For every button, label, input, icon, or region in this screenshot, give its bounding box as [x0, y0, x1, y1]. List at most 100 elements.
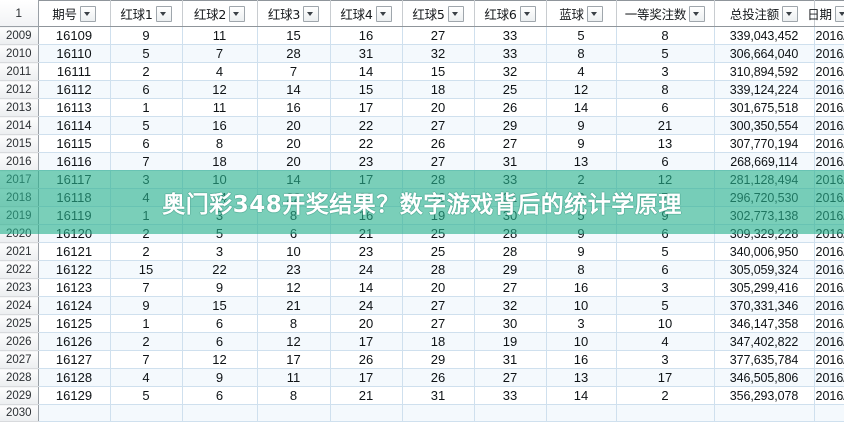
row-header-number[interactable]: 2029 — [0, 386, 39, 405]
cell-r4[interactable]: 31 — [330, 44, 403, 63]
cell-r3[interactable]: 28 — [257, 44, 331, 63]
cell-r4[interactable]: 14 — [330, 62, 403, 81]
cell-blue[interactable]: 9 — [546, 242, 617, 261]
cell-blue[interactable]: 5 — [546, 206, 617, 225]
column-header-first-prize-count[interactable]: 一等奖注数 — [616, 0, 715, 27]
cell-date[interactable]: 2016/10/13 — [814, 224, 844, 243]
table-row[interactable]: 20221612215222324282986305,059,3242016/1… — [0, 260, 844, 279]
cell-r6[interactable]: 29 — [474, 116, 547, 135]
cell-date[interactable]: 2016/9/22 — [814, 62, 844, 81]
cell-issue[interactable]: 16127 — [38, 350, 111, 369]
row-header-number[interactable]: 2014 — [0, 116, 39, 135]
table-row[interactable]: 20131611311116172026146301,675,5182016/9… — [0, 98, 844, 117]
table-row[interactable]: 20271612771217262931163377,635,7842016/1… — [0, 350, 844, 369]
row-header-number[interactable]: 2015 — [0, 134, 39, 153]
column-header-total-stake[interactable]: 总投注额 — [714, 0, 815, 27]
cell-r4[interactable]: 21 — [330, 386, 403, 405]
cell-r3[interactable]: 8 — [257, 206, 331, 225]
cell-first[interactable]: 3 — [616, 350, 715, 369]
filter-dropdown-icon-red4[interactable] — [375, 5, 392, 22]
cell-r6[interactable]: 25 — [474, 80, 547, 99]
table-row[interactable]: 2026161262612171819104347,402,8222016/10… — [0, 332, 844, 351]
row-header-number[interactable]: 2009 — [0, 26, 39, 45]
cell-date[interactable] — [814, 404, 844, 422]
cell-amount[interactable]: 306,664,040 — [714, 44, 815, 63]
cell-r6[interactable]: 33 — [474, 386, 547, 405]
cell-first[interactable]: 3 — [616, 62, 715, 81]
cell-first[interactable]: 17 — [616, 368, 715, 387]
cell-amount[interactable]: 346,505,806 — [714, 368, 815, 387]
cell-r1[interactable]: 5 — [110, 44, 183, 63]
filter-sort-icon-date[interactable] — [834, 5, 844, 22]
cell-first[interactable]: 5 — [616, 44, 715, 63]
cell-r2[interactable]: 7 — [182, 44, 258, 63]
cell-r5[interactable]: 27 — [402, 296, 475, 315]
cell-r4[interactable]: 22 — [330, 134, 403, 153]
cell-r4[interactable]: 17 — [330, 98, 403, 117]
table-row[interactable]: 20121611261214151825128339,124,2242016/9… — [0, 80, 844, 99]
table-row[interactable]: 201016110572831323385306,664,0402016/9/2… — [0, 44, 844, 63]
cell-issue[interactable]: 16122 — [38, 260, 111, 279]
cell-r4[interactable]: 24 — [330, 260, 403, 279]
cell-r2[interactable]: 4 — [182, 62, 258, 81]
cell-date[interactable]: 2016/10/9 — [814, 188, 844, 207]
cell-issue[interactable]: 16117 — [38, 170, 111, 189]
row-header-number[interactable]: 2019 — [0, 206, 39, 225]
cell-r1[interactable]: 9 — [110, 296, 183, 315]
cell-blue[interactable]: 5 — [546, 26, 617, 45]
cell-r2[interactable]: 6 — [182, 332, 258, 351]
cell-r3[interactable]: 12 — [257, 278, 331, 297]
cell-r3[interactable]: 15 — [257, 26, 331, 45]
cell-blue[interactable]: 10 — [546, 332, 617, 351]
cell-first[interactable]: 6 — [616, 260, 715, 279]
cell-amount[interactable] — [714, 404, 815, 422]
cell-issue[interactable]: 16126 — [38, 332, 111, 351]
cell-date[interactable]: 2016/10/6 — [814, 170, 844, 189]
table-row[interactable]: 202916129568213133142356,293,0782016/11/… — [0, 386, 844, 405]
cell-issue[interactable] — [38, 404, 111, 422]
cell-r5[interactable]: 18 — [402, 332, 475, 351]
cell-date[interactable]: 2016/10/20 — [814, 278, 844, 297]
cell-issue[interactable]: 16109 — [38, 26, 111, 45]
row-header-number[interactable]: 2023 — [0, 278, 39, 297]
cell-r2[interactable]: 18 — [182, 152, 258, 171]
select-all-corner[interactable]: 1 — [0, 0, 39, 27]
cell-first[interactable]: 10 — [616, 314, 715, 333]
cell-r2[interactable]: 6 — [182, 314, 258, 333]
cell-issue[interactable]: 16113 — [38, 98, 111, 117]
cell-r4[interactable]: 22 — [330, 116, 403, 135]
cell-blue[interactable]: 14 — [546, 98, 617, 117]
cell-r1[interactable]: 6 — [110, 134, 183, 153]
cell-r2[interactable]: 11 — [182, 26, 258, 45]
cell-blue[interactable]: 12 — [546, 80, 617, 99]
cell-r3[interactable]: 20 — [257, 134, 331, 153]
filter-dropdown-icon-red3[interactable] — [303, 5, 320, 22]
cell-date[interactable]: 2016/11/1 — [814, 368, 844, 387]
cell-blue[interactable]: 8 — [546, 260, 617, 279]
cell-r1[interactable]: 7 — [110, 152, 183, 171]
cell-first[interactable]: 5 — [616, 296, 715, 315]
cell-date[interactable]: 2016/9/18 — [814, 26, 844, 45]
cell-r2[interactable]: 9 — [182, 278, 258, 297]
cell-blue[interactable]: 10 — [546, 296, 617, 315]
cell-r2[interactable]: 15 — [182, 296, 258, 315]
cell-amount[interactable]: 377,635,784 — [714, 350, 815, 369]
cell-issue[interactable]: 16124 — [38, 296, 111, 315]
cell-r3[interactable]: 17 — [257, 350, 331, 369]
cell-r2[interactable]: 3 — [182, 242, 258, 261]
cell-amount[interactable]: 300,350,554 — [714, 116, 815, 135]
cell-r5[interactable]: 26 — [402, 368, 475, 387]
column-header-date[interactable]: 日期 — [807, 0, 844, 27]
cell-r2[interactable]: 14 — [182, 188, 258, 207]
cell-r5[interactable]: 25 — [402, 224, 475, 243]
cell-r1[interactable]: 2 — [110, 242, 183, 261]
cell-r5[interactable]: 28 — [402, 260, 475, 279]
cell-first[interactable]: 6 — [616, 224, 715, 243]
filter-dropdown-icon-red6[interactable] — [519, 5, 536, 22]
cell-r1[interactable]: 7 — [110, 278, 183, 297]
cell-r3[interactable]: 20 — [257, 152, 331, 171]
cell-r5[interactable]: 27 — [402, 152, 475, 171]
cell-first[interactable]: 12 — [616, 170, 715, 189]
cell-date[interactable]: 2016/10/25 — [814, 314, 844, 333]
cell-r3[interactable]: 21 — [257, 296, 331, 315]
